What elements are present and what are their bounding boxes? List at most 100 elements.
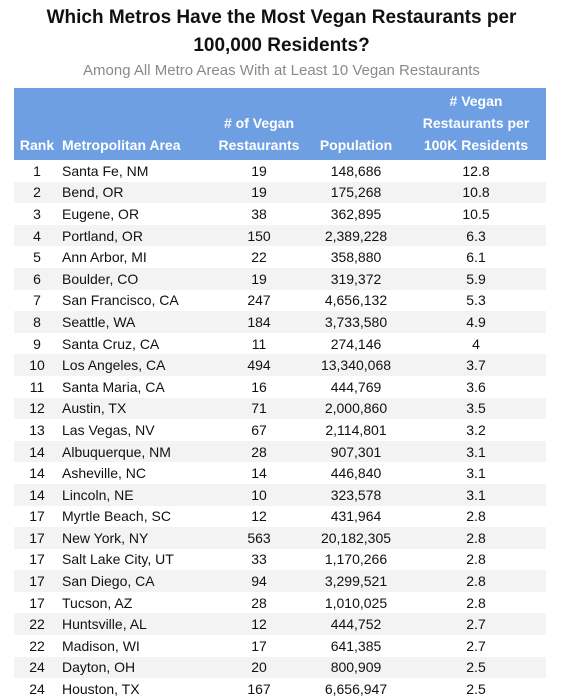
table-cell: 641,385 [330,637,382,654]
table-cell: 17 [29,551,45,568]
table-cell: 3.1 [406,440,546,463]
table-header: Rank Metropolitan Area # of Vegan Restaura… [14,88,546,160]
table-cell: 5.3 [466,292,486,309]
table-cell: 148,686 [330,162,382,179]
table-row: 14 Lincoln, NE 10 323,578 3.1 [14,483,546,506]
table-cell: 2.8 [466,551,486,568]
table-cell: 2,114,801 [325,421,387,438]
table-cell: Myrtle Beach, SC [62,508,171,525]
table-cell: 3,733,580 [306,311,406,333]
table-cell: 67 [251,421,267,438]
table-cell: Salt Lake City, UT [62,551,174,568]
table-cell: 3.1 [406,483,546,506]
table-cell: Ann Arbor, MI [62,249,147,266]
table-cell: 17 [29,508,45,525]
table-cell: 323,578 [306,483,406,506]
table-cell: 3.6 [466,378,486,395]
table-cell: 3.2 [466,421,486,438]
table: Rank Metropolitan Area # of Vegan Restaura… [14,88,546,700]
table-cell: 6.3 [406,224,546,247]
table-cell: 446,840 [330,465,382,482]
column-header: Population [306,88,406,160]
table-cell: 10 [212,483,306,506]
table-cell: 28 [251,594,267,611]
table-row: 24 Houston, TX 167 6,656,947 2.5 [14,678,546,700]
table-cell: Tucson, AZ [62,594,133,611]
table-cell: 2,389,228 [306,224,406,247]
table-cell: 94 [212,570,306,592]
table-cell: 6,656,947 [324,681,388,698]
table-cell: 22 [14,613,60,636]
table-cell: 1,170,266 [324,551,388,568]
table-cell: 33 [251,551,267,568]
table-cell: 6.1 [466,249,486,266]
table-cell: 4 [472,335,480,352]
table-cell: Madison, WI [62,637,140,654]
table-cell: 5 [33,249,41,266]
table-cell: 17 [29,594,45,611]
table-cell: 10.8 [406,181,546,204]
table-cell: 17 [251,637,267,654]
table-cell: 2.8 [466,594,486,611]
table-cell: 19 [212,181,306,204]
table-cell: 907,301 [306,440,406,463]
table-cell: 2.5 [466,681,486,698]
table-cell: 20 [212,656,306,679]
table-cell: 3.5 [406,397,546,420]
table-cell: 3.1 [466,465,486,482]
table-cell: 24 [14,656,60,679]
table-row: 22 Madison, WI 17 641,385 2.7 [14,635,546,657]
table-cell: Asheville, NC [62,465,147,482]
table-cell: 16 [251,378,267,395]
table-row: 14 Albuquerque, NM 28 907,301 3.1 [14,440,546,463]
column-header: Rank [14,88,60,160]
column-header: # Vegan Restaurants per 100K Residents [406,88,546,160]
table-row: 12 Austin, TX 71 2,000,860 3.5 [14,397,546,420]
table-cell: 184 [212,311,306,333]
subtitle: Among All Metro Areas With at Least 10 V… [83,62,480,79]
table-cell: 4.9 [406,311,546,333]
table-cell: 6 [14,267,60,290]
table-cell: 274,146 [330,335,382,352]
table-cell: 11 [29,378,45,395]
table-cell: 71 [212,397,306,420]
table-cell: 10.5 [462,205,490,222]
table-row: 6 Boulder, CO 19 319,372 5.9 [14,267,546,290]
table-cell: 167 [247,681,271,698]
table-cell: 10 [14,354,60,376]
table-cell: Houston, TX [62,681,140,698]
table-cell: Los Angeles, CA [60,354,212,376]
table-cell: 14 [14,483,60,506]
table-cell: 1 [33,162,41,179]
table-cell: San Diego, CA [60,570,212,592]
table-cell: 4 [14,224,60,247]
table-cell: San Francisco, CA [62,292,179,309]
table-cell: 150 [212,224,306,247]
table-row: 17 Myrtle Beach, SC 12 431,964 2.8 [14,506,546,528]
table-row: 17 San Diego, CA 94 3,299,521 2.8 [14,570,546,592]
table-cell: Lincoln, NE [60,483,212,506]
table-cell: 13,340,068 [306,354,406,376]
table-cell: 24 [29,681,45,698]
table-cell: 3 [33,205,41,222]
table-cell: Huntsville, AL [60,613,212,636]
table-cell: 14 [14,440,60,463]
table-cell: 2.5 [406,656,546,679]
table-row: 17 Tucson, AZ 28 1,010,025 2.8 [14,592,546,614]
table-cell: 1,010,025 [324,594,388,611]
table-cell: 8 [14,311,60,333]
table-cell: 444,769 [330,378,382,395]
table-cell: 2.8 [406,570,546,592]
table-cell: Austin, TX [60,397,212,420]
table-row: 7 San Francisco, CA 247 4,656,132 5.3 [14,290,546,312]
title: Which Metros Have the Most Vegan Restaur… [46,7,517,56]
header-row: Rank Metropolitan Area # of Vegan Restaura… [14,88,546,160]
table-cell: 14 [29,465,45,482]
table-cell: 2.7 [406,613,546,636]
table-cell: 38 [251,205,267,222]
table-row: 1 Santa Fe, NM 19 148,686 12.8 [14,160,546,182]
table-row: 14 Asheville, NC 14 446,840 3.1 [14,462,546,484]
table-cell: Seattle, WA [60,311,212,333]
table-cell: 431,964 [330,508,382,525]
table-cell: 20,182,305 [306,527,406,549]
